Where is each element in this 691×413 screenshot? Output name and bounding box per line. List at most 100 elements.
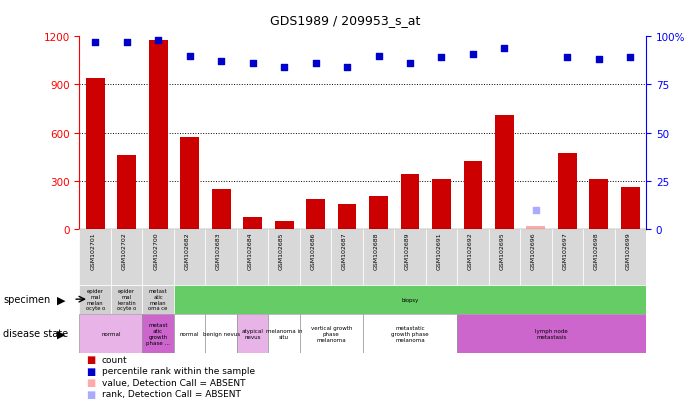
Point — [184, 53, 195, 60]
Bar — [142, 285, 174, 314]
Point — [499, 45, 510, 52]
Point — [404, 61, 415, 67]
Text: epider
mal
melan
ocyte o: epider mal melan ocyte o — [86, 288, 105, 311]
Point — [373, 53, 384, 60]
Bar — [268, 229, 300, 285]
Text: ■: ■ — [86, 389, 95, 399]
Bar — [401, 175, 419, 229]
Bar — [363, 229, 395, 285]
Text: GSM102695: GSM102695 — [500, 232, 504, 270]
Bar — [174, 285, 646, 314]
Text: GSM102691: GSM102691 — [437, 232, 442, 270]
Point — [90, 40, 101, 46]
Point — [467, 51, 478, 58]
Bar — [237, 314, 268, 353]
Bar — [205, 314, 237, 353]
Bar — [489, 229, 520, 285]
Bar — [174, 229, 205, 285]
Text: GSM102685: GSM102685 — [279, 232, 284, 269]
Text: GSM102700: GSM102700 — [153, 232, 158, 270]
Text: GSM102682: GSM102682 — [184, 232, 189, 270]
Text: ▶: ▶ — [57, 328, 66, 339]
Bar — [426, 229, 457, 285]
Bar — [149, 41, 168, 229]
Text: normal: normal — [180, 331, 200, 336]
Text: percentile rank within the sample: percentile rank within the sample — [102, 366, 255, 375]
Bar — [243, 217, 262, 229]
Text: ■: ■ — [86, 354, 95, 364]
Bar — [457, 229, 489, 285]
Bar — [117, 156, 136, 229]
Text: benign nevus: benign nevus — [202, 331, 240, 336]
Bar — [432, 180, 451, 229]
Bar — [464, 162, 482, 229]
Bar — [583, 229, 614, 285]
Text: biopsy: biopsy — [401, 297, 419, 302]
Bar — [551, 229, 583, 285]
Bar — [205, 229, 237, 285]
Text: melanoma in
situ: melanoma in situ — [266, 328, 303, 339]
Text: GSM102684: GSM102684 — [247, 232, 253, 270]
Bar — [274, 221, 294, 229]
Point — [625, 55, 636, 62]
Bar — [300, 314, 363, 353]
Text: GSM102697: GSM102697 — [562, 232, 567, 270]
Text: atypical
nevus: atypical nevus — [242, 328, 263, 339]
Text: GSM102701: GSM102701 — [91, 232, 95, 270]
Bar — [363, 314, 457, 353]
Bar — [558, 154, 577, 229]
Text: GSM102687: GSM102687 — [342, 232, 347, 270]
Point — [153, 38, 164, 44]
Text: count: count — [102, 355, 127, 364]
Point — [121, 40, 132, 46]
Bar — [174, 314, 205, 353]
Point — [278, 64, 290, 71]
Bar — [589, 180, 608, 229]
Bar — [111, 229, 142, 285]
Point — [594, 57, 605, 64]
Bar — [395, 229, 426, 285]
Point — [341, 64, 352, 71]
Text: GSM102702: GSM102702 — [122, 232, 126, 270]
Text: GDS1989 / 209953_s_at: GDS1989 / 209953_s_at — [270, 14, 421, 27]
Bar — [338, 204, 357, 229]
Text: specimen: specimen — [3, 294, 50, 304]
Text: metast
atic
growth
phase …: metast atic growth phase … — [146, 322, 170, 345]
Bar — [457, 314, 646, 353]
Point — [247, 61, 258, 67]
Bar — [79, 314, 142, 353]
Bar — [369, 197, 388, 229]
Bar — [211, 190, 231, 229]
Bar — [268, 314, 300, 353]
Bar — [79, 229, 111, 285]
Bar — [111, 285, 142, 314]
Bar — [300, 229, 331, 285]
Bar — [142, 314, 174, 353]
Bar — [142, 229, 174, 285]
Text: ■: ■ — [86, 377, 95, 387]
Text: GSM102698: GSM102698 — [594, 232, 599, 270]
Point — [562, 55, 573, 62]
Text: vertical growth
phase
melanoma: vertical growth phase melanoma — [311, 325, 352, 342]
Bar — [86, 79, 104, 229]
Text: GSM102689: GSM102689 — [405, 232, 410, 270]
Text: disease state: disease state — [3, 328, 68, 339]
Text: GSM102696: GSM102696 — [531, 232, 536, 270]
Bar — [621, 188, 640, 229]
Point — [310, 61, 321, 67]
Text: normal: normal — [101, 331, 121, 336]
Text: metastatic
growth phase
melanoma: metastatic growth phase melanoma — [391, 325, 429, 342]
Text: GSM102683: GSM102683 — [216, 232, 221, 270]
Text: ▶: ▶ — [57, 294, 66, 304]
Bar — [306, 199, 325, 229]
Bar — [79, 285, 111, 314]
Text: epider
mal
keratin
ocyte o: epider mal keratin ocyte o — [117, 288, 136, 311]
Bar — [331, 229, 363, 285]
Bar — [520, 229, 551, 285]
Bar — [180, 138, 199, 229]
Point — [216, 59, 227, 65]
Text: lymph node
metastasis: lymph node metastasis — [536, 328, 568, 339]
Text: value, Detection Call = ABSENT: value, Detection Call = ABSENT — [102, 378, 245, 387]
Bar — [237, 229, 268, 285]
Point — [531, 206, 542, 213]
